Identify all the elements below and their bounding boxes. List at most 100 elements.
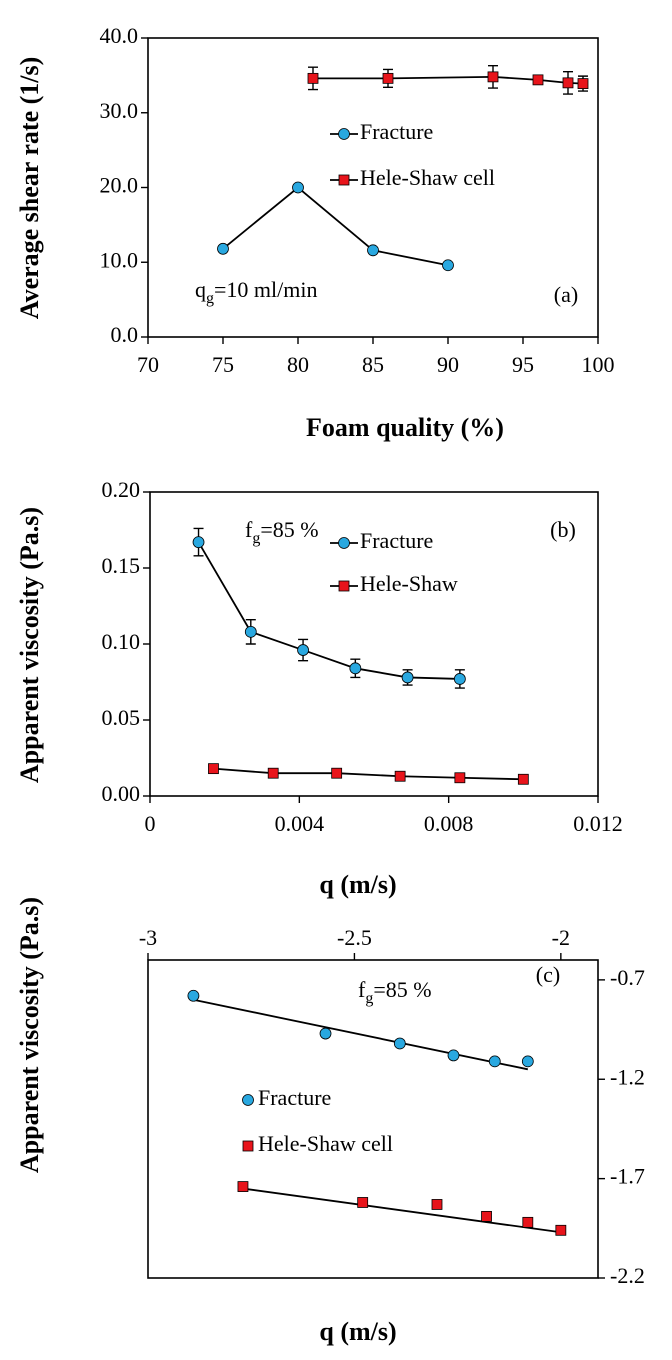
- y-tick-label: -2.2: [610, 1263, 645, 1288]
- legend-label: Fracture: [258, 1085, 331, 1110]
- marker: [394, 770, 406, 782]
- y-tick-label: 0.00: [102, 781, 141, 806]
- y-tick-label: 0.05: [102, 705, 141, 730]
- x-tick-label: 90: [437, 352, 459, 377]
- x-axis-title: Foam quality (%): [306, 413, 504, 442]
- marker: [453, 673, 466, 685]
- x-tick-label: -2.5: [337, 925, 372, 950]
- annotation: fg=85 %: [358, 977, 432, 1007]
- marker: [522, 1216, 534, 1228]
- legend-marker: [338, 537, 350, 549]
- chart-panel: 0.00 0.05 0.10 0.15 0.20 0 0.004 0.008 0.012 Appa…: [15, 477, 623, 899]
- legend-item: Hele-Shaw cell: [242, 1131, 393, 1156]
- marker: [307, 72, 319, 84]
- marker: [349, 662, 362, 675]
- marker: [192, 536, 205, 549]
- y-tick-label: -0.7: [610, 965, 645, 990]
- y-axis-title: Average shear rate (1/s): [15, 57, 44, 320]
- marker: [488, 1055, 501, 1068]
- y-tick-label: -1.2: [610, 1064, 645, 1089]
- y-tick-label: 10.0: [100, 247, 139, 272]
- marker: [357, 1197, 369, 1208]
- marker: [481, 1210, 492, 1222]
- legend-label: Hele-Shaw cell: [360, 165, 495, 190]
- chart-panel: -2.2 -1.7 -1.2 -0.7 -3 -2.5 -2 Apparent viscosi…: [15, 897, 645, 1346]
- legend-label: Fracture: [360, 528, 433, 553]
- annotation-main: q: [195, 277, 206, 302]
- y-tick-label: 0.10: [102, 629, 141, 654]
- x-tick-label: 100: [582, 352, 615, 377]
- marker: [532, 74, 544, 86]
- legend-item: Fracture: [330, 119, 433, 144]
- x-tick-label: -3: [139, 925, 157, 950]
- y-axis-title: Apparent viscosity (Pa.s): [15, 897, 44, 1173]
- x-tick-label: 0: [145, 811, 156, 836]
- legend-marker: [338, 128, 350, 140]
- y-tick-label: 0.0: [111, 322, 139, 347]
- marker: [367, 244, 379, 257]
- marker: [521, 1055, 534, 1068]
- annotation-sub: g: [365, 990, 373, 1007]
- legend-item: Fracture: [330, 528, 433, 553]
- marker: [331, 767, 343, 779]
- legend-item: Hele-Shaw cell: [330, 165, 495, 190]
- annotation-rest: =85 %: [260, 517, 318, 542]
- marker: [577, 78, 589, 89]
- marker: [487, 71, 499, 83]
- y-tick-label: 0.20: [102, 477, 141, 502]
- y-tick-label: 20.0: [100, 173, 139, 198]
- marker: [401, 671, 414, 684]
- marker: [555, 1224, 567, 1236]
- marker: [292, 181, 304, 194]
- marker: [208, 763, 219, 775]
- marker: [393, 1037, 406, 1050]
- x-tick-label: 95: [512, 352, 534, 377]
- marker: [319, 1027, 332, 1040]
- x-tick-label: 70: [137, 352, 159, 377]
- annotation-sub: g: [252, 530, 260, 547]
- marker: [454, 772, 466, 784]
- fit-line: [193, 998, 528, 1071]
- legend-marker: [242, 1094, 254, 1106]
- legend-item: Hele-Shaw: [330, 571, 458, 596]
- annotation-main: f: [245, 517, 253, 542]
- x-tick-label: 0.008: [424, 811, 474, 836]
- x-tick-label: 75: [212, 352, 234, 377]
- y-tick-label: 40.0: [100, 23, 139, 48]
- marker: [267, 767, 279, 779]
- legend-label: Fracture: [360, 119, 433, 144]
- plot-frame: [147, 959, 599, 1279]
- x-tick-label: 0.004: [275, 811, 325, 836]
- marker: [382, 72, 394, 84]
- panel-label: (b): [550, 517, 576, 542]
- legend-marker: [338, 580, 350, 592]
- y-tick-label: -1.7: [610, 1164, 645, 1189]
- x-tick-label: 85: [362, 352, 384, 377]
- marker: [187, 989, 200, 1002]
- x-axis-title: q (m/s): [319, 1317, 396, 1346]
- x-tick-label: 0.012: [573, 811, 623, 836]
- annotation-rest: =10 ml/min: [214, 277, 317, 302]
- legend-marker: [338, 174, 350, 186]
- fit-line: [242, 1187, 561, 1234]
- series-line: [213, 767, 524, 781]
- annotation-main: f: [358, 977, 366, 1002]
- series-line: [197, 541, 460, 680]
- annotation: qg=10 ml/min: [195, 277, 317, 307]
- annotation-sub: g: [206, 290, 214, 307]
- legend-label: Hele-Shaw cell: [258, 1131, 393, 1156]
- marker: [517, 773, 529, 785]
- y-tick-label: 30.0: [100, 98, 139, 123]
- legend-marker: [242, 1140, 254, 1152]
- y-axis-title: Apparent viscosity (Pa.s): [15, 507, 44, 783]
- annotation-rest: =85 %: [373, 977, 431, 1002]
- marker: [442, 259, 454, 272]
- chart-panel: 0.0 10.0 20.0 30.0 40.0 70 75 80 85 90 95 100 Averag…: [15, 23, 615, 442]
- x-tick-label: 80: [287, 352, 309, 377]
- x-tick-label: -2: [552, 925, 570, 950]
- y-tick-label: 0.15: [102, 553, 141, 578]
- x-axis-title: q (m/s): [319, 870, 396, 899]
- marker: [237, 1181, 249, 1192]
- legend-item: Fracture: [242, 1085, 331, 1110]
